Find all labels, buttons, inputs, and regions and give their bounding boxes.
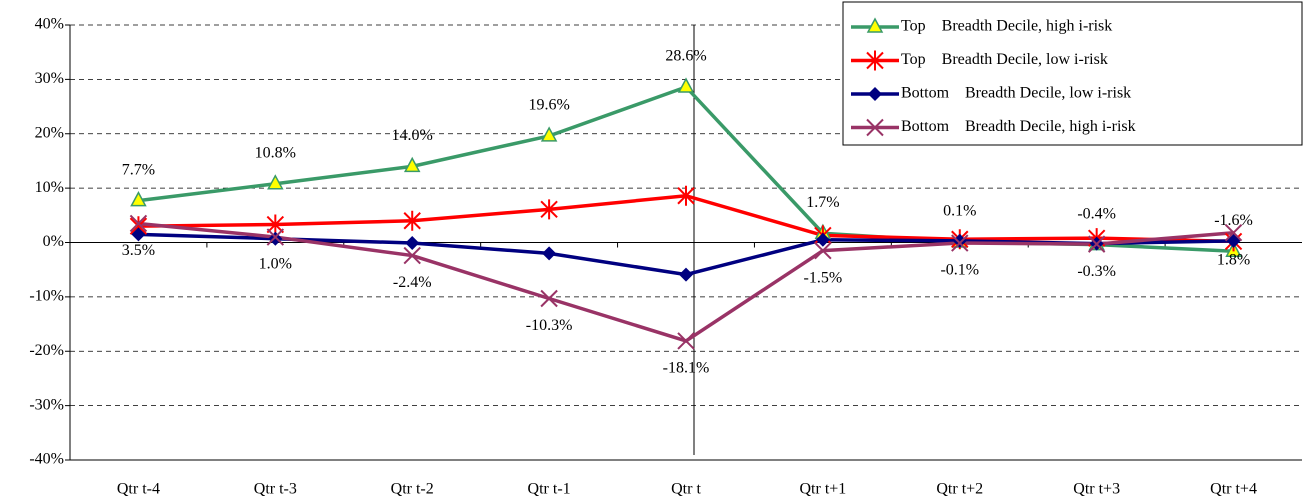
y-tick-label: 30% (35, 70, 64, 87)
y-tick-label: -20% (29, 342, 64, 359)
x-tick-label: Qtr t-2 (391, 481, 434, 498)
x-tick-label: Qtr t+3 (1073, 481, 1120, 498)
marker (677, 77, 695, 93)
marker (952, 233, 967, 248)
value-label: -0.3% (1077, 263, 1116, 280)
marker (868, 87, 882, 101)
x-tick-label: Qtr t+4 (1210, 481, 1257, 498)
legend-label: Top Breadth Decile, low i-risk (901, 51, 1108, 68)
value-label: 3.5% (122, 242, 155, 259)
marker (130, 191, 147, 207)
legend-label: Bottom Breadth Decile, high i-risk (901, 118, 1136, 135)
value-label: -10.3% (526, 317, 573, 334)
value-label: -0.1% (940, 262, 979, 279)
x-tick-label: Qtr t-4 (117, 481, 160, 498)
x-tick-label: Qtr t+1 (799, 481, 846, 498)
marker (129, 214, 148, 233)
marker (403, 246, 421, 265)
marker (866, 50, 884, 71)
series-line (138, 221, 1234, 343)
marker (268, 231, 283, 246)
value-label: 1.8% (1217, 251, 1250, 268)
x-tick-label: Qtr t-1 (528, 481, 571, 498)
value-label: -18.1% (663, 360, 710, 377)
marker (540, 126, 558, 142)
y-tick-label: -30% (29, 396, 64, 413)
y-tick-label: 40% (35, 16, 64, 33)
value-label: -1.6% (1214, 212, 1253, 229)
value-label: 7.7% (122, 161, 155, 178)
marker (866, 17, 884, 33)
y-tick-label: -10% (29, 288, 64, 305)
legend-label: Top Breadth Decile, high i-risk (901, 18, 1112, 35)
marker (1224, 224, 1243, 242)
marker (677, 332, 695, 350)
marker (951, 234, 969, 252)
marker (405, 236, 420, 251)
y-tick-label: -40% (29, 451, 64, 468)
marker (266, 214, 285, 235)
value-label: 10.8% (255, 144, 296, 161)
value-label: 1.0% (259, 256, 292, 273)
x-tick-label: Qtr t+2 (936, 481, 983, 498)
marker (540, 289, 558, 308)
marker (403, 210, 421, 231)
x-tick-label: Qtr t-3 (254, 481, 297, 498)
value-label: -2.4% (393, 274, 432, 291)
legend: Top Breadth Decile, high i-risk Top Bread… (842, 1, 1303, 146)
value-label: -0.4% (1077, 205, 1116, 222)
marker (814, 241, 832, 260)
marker (266, 228, 285, 246)
marker (540, 199, 558, 220)
marker (677, 185, 695, 206)
y-tick-label: 0% (43, 233, 64, 250)
marker (267, 174, 284, 190)
marker (679, 267, 693, 282)
value-label: 19.6% (528, 97, 569, 114)
marker (866, 118, 884, 137)
marker (815, 232, 830, 247)
marker (403, 156, 421, 173)
value-label: 0.1% (943, 203, 976, 220)
legend-box (842, 1, 1303, 146)
marker (542, 246, 557, 261)
value-label: 1.7% (806, 194, 839, 211)
y-tick-label: 10% (35, 179, 64, 196)
value-label: -1.5% (804, 269, 843, 286)
legend-label: Bottom Breadth Decile, low i-risk (901, 85, 1131, 102)
marker (131, 227, 146, 242)
marker (1087, 235, 1106, 253)
value-label: 28.6% (665, 48, 706, 65)
x-tick-label: Qtr t (671, 481, 701, 498)
y-tick-label: 20% (35, 124, 64, 141)
value-label: 14.0% (392, 127, 433, 144)
